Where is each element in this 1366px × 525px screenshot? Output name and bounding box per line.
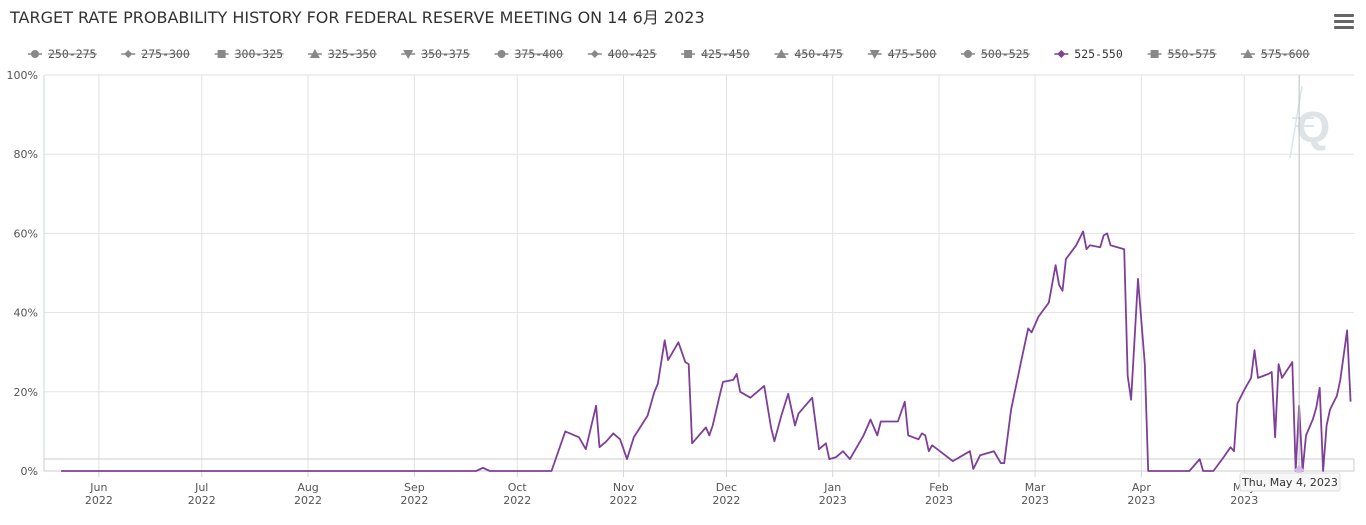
axes: 0%20%40%60%80%100%Jun2022Jul2022Aug2022S… (7, 69, 1355, 507)
tooltip: Thu, May 4, 2023 (1239, 75, 1341, 492)
x-tick-month: Jun (89, 481, 107, 494)
legend-item-250-275[interactable]: 250-275 (28, 47, 97, 61)
x-tick-year: 2023 (1021, 494, 1049, 507)
x-tick-year: 2022 (610, 494, 638, 507)
x-tick-year: 2022 (294, 494, 322, 507)
legend-item-275-300[interactable]: 275-300 (121, 47, 191, 61)
x-tick-year: 2023 (1127, 494, 1155, 507)
y-tick-label: 0% (21, 465, 38, 478)
legend: 250-275 275-300 300-325 325-350 350-375 375-4… (28, 47, 1310, 61)
y-tick-label: 60% (14, 227, 38, 240)
grid (44, 74, 1354, 471)
x-tick-year: 2022 (188, 494, 216, 507)
legend-item-350-375[interactable]: 350-375 (401, 47, 471, 61)
legend-symbol-triangle-icon (776, 49, 787, 58)
x-tick-month: Mar (1025, 481, 1046, 494)
legend-symbol-square-icon (684, 50, 693, 58)
legend-symbol-circle-icon (497, 50, 506, 58)
x-tick-month: Nov (613, 481, 635, 494)
range-navigator[interactable] (43, 458, 1355, 472)
x-tick-year: 2023 (1230, 494, 1258, 507)
x-tick-month: Apr (1132, 481, 1152, 494)
legend-item-475-500[interactable]: 475-500 (867, 47, 937, 61)
y-tick-label: 100% (7, 69, 38, 82)
legend-symbol-diamond-icon (1057, 50, 1066, 58)
series-line-525-550[interactable] (61, 230, 1352, 472)
legend-symbol-triangle-down-icon (869, 50, 880, 59)
y-tick-label: 20% (14, 386, 38, 399)
legend-item-575-600[interactable]: 575-600 (1240, 47, 1310, 61)
x-tick-month: Sep (404, 481, 425, 494)
series-layer (61, 230, 1352, 472)
legend-symbol-circle-icon (964, 50, 972, 58)
x-tick-year: 2022 (503, 494, 531, 507)
legend-item-300-325[interactable]: 300-325 (214, 47, 284, 61)
legend-symbol-diamond-icon (590, 50, 599, 58)
legend-item-550-575[interactable]: 550-575 (1147, 47, 1217, 61)
legend-symbol-square-icon (1150, 50, 1159, 58)
legend-item-325-350[interactable]: 325-350 (307, 47, 377, 61)
x-tick-month: Oct (508, 481, 528, 494)
legend-symbol-triangle-icon (1242, 49, 1253, 58)
tooltip-box (1239, 472, 1341, 492)
chart-title: TARGET RATE PROBABILITY HISTORY FOR FEDE… (10, 8, 705, 27)
watermark-logo: Q (1289, 85, 1330, 159)
x-tick-year: 2023 (925, 494, 953, 507)
tooltip-date: Thu, May 4, 2023 (1241, 476, 1338, 489)
x-tick-year: 2023 (819, 494, 847, 507)
legend-symbol-diamond-icon (124, 50, 133, 58)
legend-symbol-square-icon (217, 50, 226, 58)
x-tick-month: Feb (929, 481, 948, 494)
watermark-text: Q (1296, 103, 1330, 152)
legend-symbol-circle-icon (31, 50, 39, 58)
legend-label: 525-550 (1074, 47, 1123, 61)
legend-symbol-triangle-down-icon (403, 50, 414, 59)
legend-item-450-475[interactable]: 450-475 (774, 47, 844, 61)
legend-symbol-triangle-icon (309, 49, 320, 58)
legend-item-425-450[interactable]: 425-450 (681, 47, 751, 61)
x-tick-year: 2022 (400, 494, 428, 507)
legend-item-400-425[interactable]: 400-425 (587, 47, 657, 61)
legend-item-525-550[interactable]: 525-550 (1054, 47, 1123, 61)
legend-item-500-525[interactable]: 500-525 (961, 47, 1030, 61)
y-tick-label: 80% (14, 148, 38, 161)
y-tick-label: 40% (14, 307, 38, 320)
x-tick-month: Aug (297, 481, 318, 494)
x-tick-year: 2022 (85, 494, 113, 507)
legend-item-375-400[interactable]: 375-400 (494, 47, 564, 61)
x-tick-month: Jul (194, 481, 208, 494)
hamburger-menu-icon[interactable] (1334, 14, 1354, 32)
x-tick-year: 2022 (712, 494, 740, 507)
x-tick-month: Dec (716, 481, 737, 494)
x-tick-month: Jan (823, 481, 841, 494)
